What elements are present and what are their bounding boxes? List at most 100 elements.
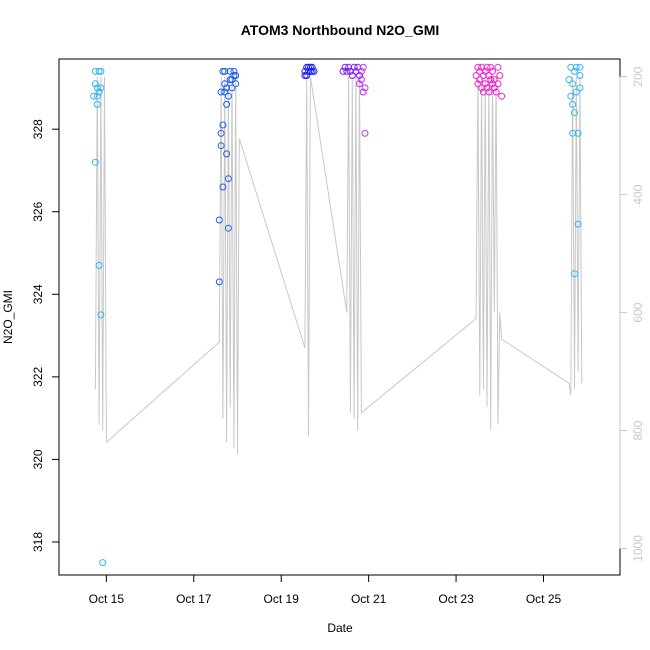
y-axis: 318 320 322 324 326 328: [31, 119, 60, 552]
data-point: [576, 63, 584, 71]
data-point: [357, 67, 365, 75]
y2-tick-label: 400: [631, 184, 645, 204]
data-point: [494, 63, 502, 71]
data-point: [339, 67, 347, 75]
data-point: [91, 80, 99, 88]
data-point: [569, 100, 577, 108]
data-point: [226, 67, 234, 75]
data-point: [567, 92, 575, 100]
data-point: [574, 220, 582, 228]
data-point: [485, 88, 493, 96]
data-point: [572, 88, 580, 96]
data-point: [95, 261, 103, 269]
data-point: [90, 92, 98, 100]
data-point: [359, 63, 367, 71]
data-point: [97, 311, 105, 319]
y2-tick-label: 1000: [631, 535, 645, 562]
x-tick-label: Oct 21: [351, 592, 387, 606]
x-tick-label: Oct 15: [89, 592, 125, 606]
data-point: [496, 72, 504, 79]
data-point: [219, 121, 227, 129]
data-point: [485, 72, 493, 79]
data-point: [232, 72, 240, 79]
data-point: [498, 92, 506, 100]
data-point: [219, 183, 227, 191]
y2-tick-label: 800: [631, 420, 645, 440]
data-point: [576, 72, 584, 79]
data-point: [230, 67, 238, 75]
y-tick-label: 324: [31, 284, 45, 304]
data-point: [95, 88, 103, 96]
data-point: [574, 129, 582, 137]
data-point: [489, 67, 496, 75]
data-point: [308, 63, 316, 71]
data-point: [490, 76, 498, 84]
y-tick-label: 318: [31, 532, 45, 552]
data-point: [361, 84, 369, 92]
data-point: [97, 84, 105, 92]
x-axis: Oct 15 Oct 17 Oct 19 Oct 21 Oct 23 Oct 25: [89, 574, 562, 606]
data-point: [494, 80, 502, 88]
data-point: [359, 88, 367, 96]
data-point: [487, 76, 495, 84]
data-point: [224, 175, 232, 183]
data-point: [223, 84, 231, 92]
data-point: [224, 224, 232, 232]
data-point: [97, 67, 105, 75]
data-point: [303, 72, 311, 79]
y2-tick-label: 600: [631, 302, 645, 322]
data-point: [215, 216, 223, 224]
data-point: [221, 80, 229, 88]
data-point: [483, 63, 491, 71]
data-point: [223, 150, 231, 158]
data-point: [481, 80, 489, 88]
data-point: [565, 76, 573, 84]
chart-title: ATOM3 Northbound N2O_GMI: [241, 22, 440, 38]
data-point: [341, 63, 349, 71]
data-point: [481, 67, 489, 75]
data-point: [93, 84, 101, 92]
y-tick-label: 328: [31, 119, 45, 139]
y-tick-label: 322: [31, 367, 45, 387]
plot-frame: [58, 58, 621, 576]
data-point: [93, 92, 101, 100]
data-point: [476, 67, 484, 75]
data-point: [217, 88, 225, 96]
x-axis-label: Date: [327, 621, 353, 635]
data-point: [221, 88, 229, 96]
data-point: [310, 67, 318, 75]
data-point: [571, 67, 578, 75]
data-point: [478, 84, 486, 92]
data-point: [483, 84, 491, 92]
x-tick-label: Oct 25: [526, 592, 562, 606]
data-point: [224, 92, 232, 100]
data-point: [476, 76, 484, 84]
data-point: [572, 63, 580, 71]
y-tick-label: 320: [31, 449, 45, 469]
data-point: [228, 76, 236, 84]
data-point: [478, 63, 486, 71]
data-point: [492, 88, 500, 96]
y-axis-label: N2O_GMI: [1, 290, 15, 344]
data-point: [361, 129, 369, 137]
x-tick-label: Oct 23: [438, 592, 474, 606]
data-points: [90, 63, 584, 567]
data-point: [93, 100, 101, 108]
data-point: [474, 80, 482, 88]
data-point: [571, 270, 578, 278]
data-point: [215, 278, 223, 286]
data-point: [472, 72, 480, 79]
data-point: [221, 67, 229, 75]
altitude-trace: [94, 76, 583, 455]
data-point: [99, 559, 107, 567]
data-point: [357, 76, 365, 84]
data-point: [305, 63, 312, 71]
data-point: [217, 142, 225, 150]
y2-axis: 200 400 600 800 1000: [619, 66, 645, 562]
data-point: [223, 100, 231, 108]
x-tick-label: Oct 19: [264, 592, 300, 606]
data-point: [474, 63, 482, 71]
data-point: [356, 72, 363, 79]
data-point: [356, 80, 363, 88]
